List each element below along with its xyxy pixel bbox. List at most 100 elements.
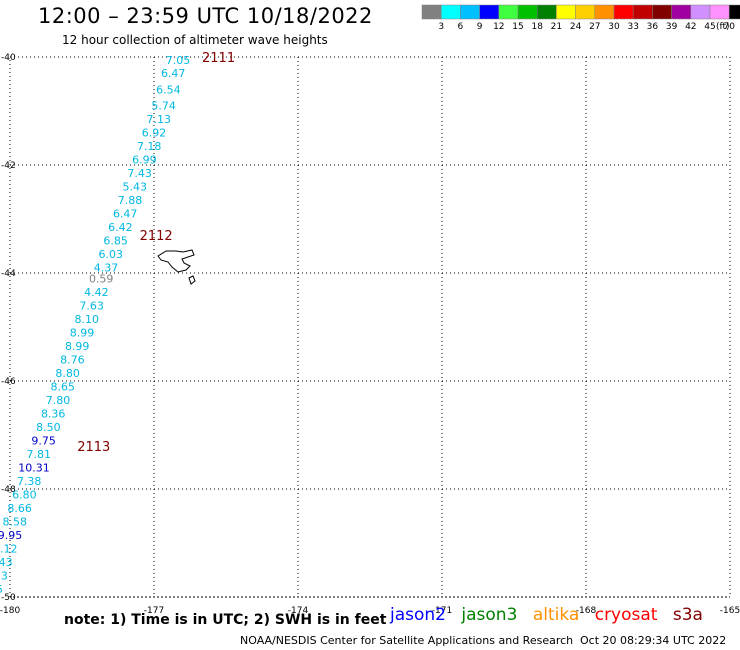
legend-label: 9 xyxy=(477,22,483,32)
x-tick-label: -168 xyxy=(576,606,597,616)
legend-swatch xyxy=(632,4,653,20)
wave-height-value: 6.85 xyxy=(103,235,128,248)
legend-label: 15 xyxy=(512,22,523,32)
satellite-jason3: jason3 xyxy=(461,605,518,625)
legend-swatch xyxy=(517,4,538,20)
legend-swatch xyxy=(421,4,442,20)
x-tick-label: -177 xyxy=(144,606,164,616)
legend-swatch xyxy=(498,4,519,20)
legend-label: 42 xyxy=(685,22,696,32)
wave-height-value: 8.12 xyxy=(0,542,17,555)
legend-label: 3 xyxy=(438,22,444,32)
y-tick-label: -42 xyxy=(1,161,16,171)
lat-lon-grid: -180 -177 -174 -171 -168 -165 -40 -42 -44 -46 -48 -… xyxy=(0,53,740,616)
legend-label: 24 xyxy=(570,22,582,32)
legend-label: 70 xyxy=(723,22,735,32)
page-title: 12:00 – 23:59 UTC 10/18/2022 xyxy=(38,4,373,28)
wave-height-value: 8.50 xyxy=(36,421,61,434)
legend-swatch xyxy=(728,4,740,20)
plot-border xyxy=(9,56,731,598)
wave-height-value: 7.63 xyxy=(79,299,104,312)
wave-height-value: 8.25 xyxy=(0,583,3,596)
wave-height-value: 8.99 xyxy=(65,340,90,353)
wave-height-value: 0.59 xyxy=(89,272,114,285)
wave-height-value: 10.31 xyxy=(18,461,50,474)
y-tick-label: -48 xyxy=(1,485,16,495)
island-outline xyxy=(188,275,196,285)
wave-height-value: 8.80 xyxy=(55,367,80,380)
x-tick-label: -180 xyxy=(0,606,20,616)
legend-label: 6 xyxy=(458,22,464,32)
wave-height-points: 7.056.476.545.747.136.927.186.997.435.43… xyxy=(0,54,191,596)
wave-height-value: 7.88 xyxy=(118,194,143,207)
legend-label: 12 xyxy=(493,22,504,32)
wave-height-value: 7.38 xyxy=(17,475,42,488)
legend-swatch xyxy=(556,4,576,20)
wave-height-value: 6.54 xyxy=(156,83,181,96)
satellite-s3a: s3a xyxy=(672,605,703,625)
wave-height-value: 8.36 xyxy=(41,407,66,420)
wave-height-value: 5.74 xyxy=(151,100,176,113)
satellite-cryosat: cryosat xyxy=(594,605,658,625)
legend-label: 45 xyxy=(704,22,715,32)
legend-unit: (ft) xyxy=(716,22,730,32)
credit-text: NOAA/NESDIS Center for Satellite Applica… xyxy=(240,634,574,647)
legend-swatch xyxy=(479,4,500,20)
y-tick-label: -40 xyxy=(1,53,16,63)
y-tick-label: -44 xyxy=(1,269,16,279)
wave-height-value: 7.43 xyxy=(127,167,152,180)
wave-height-value: 7.13 xyxy=(147,113,172,126)
x-tick-label: -174 xyxy=(288,606,309,616)
time-label: 2113 xyxy=(77,440,110,455)
wave-height-value: 8.10 xyxy=(75,313,100,326)
page-subtitle: 12 hour collection of altimeter wave hei… xyxy=(62,33,328,47)
wave-height-value: 6.80 xyxy=(12,488,37,501)
wave-height-value: 6.03 xyxy=(99,248,124,261)
wave-height-value: 7.18 xyxy=(137,140,162,153)
x-tick-label: -171 xyxy=(432,606,452,616)
wave-height-value: 8.76 xyxy=(60,353,85,366)
legend-label: 30 xyxy=(608,22,620,32)
legend-swatch xyxy=(440,4,461,20)
wave-height-value: 4.37 xyxy=(94,262,119,275)
wave-height-value: 8.73 xyxy=(0,569,8,582)
island-outline xyxy=(157,249,195,273)
wave-height-value: 7.05 xyxy=(166,54,191,67)
legend-swatch xyxy=(652,4,672,20)
time-labels: 2111 2112 2113 xyxy=(77,51,235,455)
legend-swatch xyxy=(594,4,615,20)
legend-label: 33 xyxy=(627,22,638,32)
footer-note: note: 1) Time is in UTC; 2) SWH is in fe… xyxy=(64,612,387,628)
legend-label: 39 xyxy=(666,22,678,32)
time-label: 2111 xyxy=(202,51,235,66)
wave-height-value: 8.58 xyxy=(3,515,28,528)
satellite-jason2: jason2 xyxy=(390,605,446,625)
time-label: 2112 xyxy=(140,229,173,244)
land-outline xyxy=(157,249,196,285)
legend-swatch xyxy=(460,4,480,20)
legend-label: 18 xyxy=(531,22,543,32)
wave-height-value: 8.66 xyxy=(7,502,32,515)
wave-height-value: 6.47 xyxy=(161,67,186,80)
y-tick-label: -50 xyxy=(1,593,16,603)
x-tick-label: -165 xyxy=(720,606,740,616)
wave-height-value: 5.43 xyxy=(123,181,148,194)
legend-swatch xyxy=(536,4,557,20)
wave-height-value: 9.95 xyxy=(0,529,22,542)
wave-height-value: 6.99 xyxy=(132,154,157,167)
wave-height-value: 6.47 xyxy=(113,208,138,221)
wave-height-value: 6.42 xyxy=(108,221,133,234)
wave-height-value: 8.65 xyxy=(51,380,76,393)
legend-label: 21 xyxy=(551,22,562,32)
wave-height-value: 7.81 xyxy=(27,448,52,461)
legend-swatch xyxy=(690,4,711,20)
legend-swatch xyxy=(613,4,634,20)
legend-label: 27 xyxy=(589,22,600,32)
wave-height-value: 8.43 xyxy=(0,556,13,569)
color-legend: 3 6 9 12 15 18 21 24 27 30 33 36 39 42 45 70(ft) xyxy=(421,4,740,32)
wave-height-value: 6.92 xyxy=(142,127,167,140)
y-tick-label: -46 xyxy=(1,377,16,387)
wave-height-value: 7.80 xyxy=(46,394,71,407)
